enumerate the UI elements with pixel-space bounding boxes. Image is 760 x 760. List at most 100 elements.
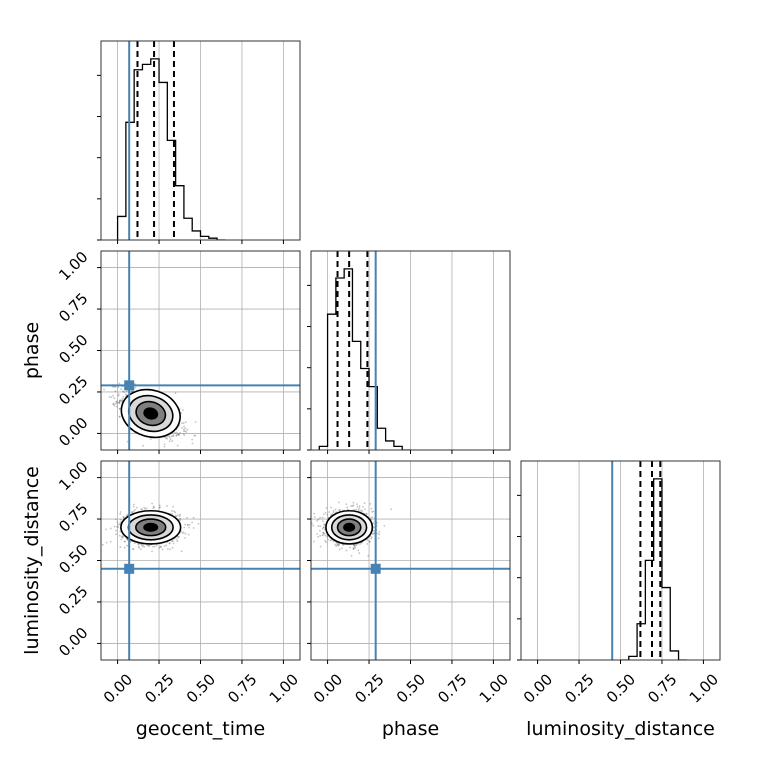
x-tick-label: 0.25: [561, 670, 597, 706]
scatter-point: [121, 397, 124, 400]
y-tick-label: 0.25: [55, 582, 91, 618]
scatter-point: [369, 541, 371, 543]
scatter-point: [338, 508, 341, 511]
scatter-point: [182, 432, 185, 435]
scatter-point: [372, 526, 375, 529]
scatter-point: [103, 388, 105, 391]
scatter-point: [317, 518, 320, 521]
scatter-point: [340, 547, 343, 550]
scatter-point: [163, 545, 166, 547]
scatter-point: [345, 549, 348, 552]
scatter-point: [140, 544, 143, 546]
scatter-point: [183, 526, 186, 529]
scatter-point: [330, 506, 332, 509]
scatter-point: [121, 399, 124, 402]
scatter-point: [119, 407, 121, 410]
scatter-point: [187, 533, 190, 536]
scatter-point: [142, 544, 145, 546]
scatter-point: [350, 505, 352, 507]
scatter-point: [169, 548, 172, 551]
scatter-point: [132, 548, 134, 550]
scatter-point: [177, 433, 180, 436]
scatter-point: [325, 541, 327, 544]
scatter-point: [126, 538, 129, 541]
x-tick-label: 1.00: [476, 670, 512, 706]
scatter-point: [120, 538, 123, 541]
scatter-point: [358, 552, 361, 554]
scatter-point: [324, 539, 327, 542]
scatter-point: [186, 428, 189, 431]
scatter-point: [175, 434, 178, 437]
scatter-point: [117, 386, 120, 389]
x-tick-label: 0.75: [434, 670, 470, 706]
scatter-point: [174, 392, 177, 395]
y-tick-label: 0.50: [55, 541, 91, 577]
scatter-point: [334, 543, 336, 546]
scatter-point: [369, 502, 372, 505]
panel-geocent_time-phase: [97, 250, 301, 454]
scatter-point: [179, 517, 182, 520]
scatter-point: [365, 513, 367, 516]
scatter-point: [168, 435, 170, 438]
scatter-point: [177, 433, 180, 436]
scatter-point: [115, 533, 117, 536]
scatter-point: [366, 539, 369, 542]
scatter-point: [322, 526, 325, 528]
scatter-point: [164, 436, 167, 439]
scatter-point: [175, 434, 178, 437]
y-tick-label: 0.00: [55, 414, 91, 450]
y-tick-label: 0.75: [55, 499, 91, 535]
scatter-point: [177, 514, 179, 517]
scatter-point: [358, 507, 361, 510]
scatter-point: [371, 533, 374, 535]
scatter-point: [152, 545, 154, 548]
scatter-point: [109, 527, 112, 530]
y-tick-label: 1.00: [55, 458, 91, 494]
scatter-point: [359, 542, 362, 545]
scatter-point: [168, 542, 171, 545]
scatter-point: [184, 536, 186, 539]
xlabel-phase: phase: [382, 718, 439, 740]
scatter-point: [353, 545, 356, 548]
density-contour: [143, 522, 159, 532]
scatter-point: [370, 537, 373, 540]
scatter-point: [165, 437, 168, 439]
panel-geocent_time-geocent_time: [97, 40, 301, 244]
scatter-point: [119, 522, 122, 525]
scatter-point: [352, 547, 355, 550]
scatter-point: [184, 427, 187, 430]
scatter-point: [186, 516, 188, 519]
scatter-point: [166, 547, 169, 550]
panel-geocent_time-luminosity_distance: [97, 460, 301, 664]
scatter-point: [368, 540, 371, 543]
scatter-point: [361, 510, 364, 512]
x-tick-label: 0.00: [520, 670, 556, 706]
scatter-point: [356, 503, 359, 506]
scatter-point: [119, 530, 122, 533]
scatter-point: [367, 554, 370, 557]
scatter-point: [334, 508, 337, 511]
scatter-point: [354, 544, 357, 547]
scatter-point: [177, 536, 180, 539]
scatter-point: [322, 533, 325, 536]
scatter-point: [132, 505, 135, 508]
scatter-point: [188, 526, 190, 529]
scatter-point: [323, 532, 326, 535]
scatter-point: [132, 548, 135, 551]
scatter-point: [116, 400, 118, 403]
ylabel-luminosity_distance: luminosity_distance: [21, 466, 43, 655]
scatter-point: [186, 524, 189, 526]
scatter-point: [322, 532, 325, 534]
x-tick-label: 0.75: [224, 670, 260, 706]
scatter-point: [118, 400, 121, 403]
scatter-point: [129, 390, 132, 393]
scatter-point: [122, 390, 124, 392]
scatter-point: [316, 533, 318, 535]
ylabel-phase: phase: [21, 322, 43, 379]
panel-phase-luminosity_distance: [307, 460, 511, 664]
scatter-point: [152, 507, 155, 510]
scatter-point: [118, 534, 121, 537]
scatter-point: [179, 432, 181, 434]
histogram: [620, 478, 687, 660]
scatter-point: [175, 538, 178, 541]
